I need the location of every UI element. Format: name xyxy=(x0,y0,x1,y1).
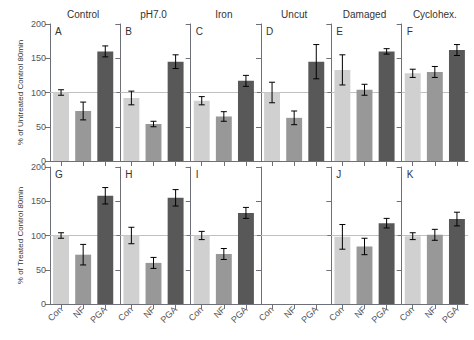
svg-text:PGA: PGA xyxy=(299,304,319,324)
svg-text:150: 150 xyxy=(31,196,46,206)
svg-text:PGA: PGA xyxy=(88,304,108,324)
svg-text:NF: NF xyxy=(212,304,228,320)
svg-text:pH7.0: pH7.0 xyxy=(140,9,167,20)
svg-text:Con: Con xyxy=(327,304,346,323)
svg-text:Con: Con xyxy=(46,304,65,323)
svg-text:NF: NF xyxy=(141,304,157,320)
svg-text:NF: NF xyxy=(423,304,439,320)
svg-text:PGA: PGA xyxy=(229,304,249,324)
svg-text:0: 0 xyxy=(41,299,46,309)
svg-text:0: 0 xyxy=(41,156,46,166)
svg-text:% of Untreated Control 80min: % of Untreated Control 80min xyxy=(16,40,25,145)
svg-text:PGA: PGA xyxy=(370,304,390,324)
svg-text:Con: Con xyxy=(257,304,276,323)
svg-text:150: 150 xyxy=(31,53,46,63)
svg-text:200: 200 xyxy=(31,19,46,29)
svg-text:J: J xyxy=(336,169,341,180)
svg-text:K: K xyxy=(407,169,414,180)
svg-text:Uncut: Uncut xyxy=(281,9,307,20)
svg-text:50: 50 xyxy=(36,265,46,275)
svg-text:Damaged: Damaged xyxy=(343,9,386,20)
svg-text:200: 200 xyxy=(31,162,46,172)
svg-text:50: 50 xyxy=(36,122,46,132)
svg-text:% of Treated Control 80min: % of Treated Control 80min xyxy=(16,187,25,284)
svg-text:Con: Con xyxy=(187,304,206,323)
svg-text:G: G xyxy=(55,169,63,180)
svg-text:Con: Con xyxy=(398,304,417,323)
svg-text:PGA: PGA xyxy=(440,304,460,324)
svg-text:Con: Con xyxy=(116,304,135,323)
svg-text:NF: NF xyxy=(282,304,298,320)
svg-text:Cyclohex.: Cyclohex. xyxy=(413,9,457,20)
svg-text:NF: NF xyxy=(352,304,368,320)
svg-text:Control: Control xyxy=(67,9,99,20)
svg-text:D: D xyxy=(266,26,273,37)
svg-text:A: A xyxy=(55,26,62,37)
svg-text:C: C xyxy=(196,26,203,37)
svg-text:100: 100 xyxy=(31,88,46,98)
svg-text:H: H xyxy=(125,169,132,180)
svg-text:I: I xyxy=(196,169,199,180)
svg-text:100: 100 xyxy=(31,231,46,241)
svg-text:NF: NF xyxy=(71,304,87,320)
svg-text:F: F xyxy=(407,26,413,37)
svg-text:Iron: Iron xyxy=(215,9,232,20)
svg-text:PGA: PGA xyxy=(159,304,179,324)
svg-text:E: E xyxy=(336,26,343,37)
svg-text:B: B xyxy=(125,26,132,37)
